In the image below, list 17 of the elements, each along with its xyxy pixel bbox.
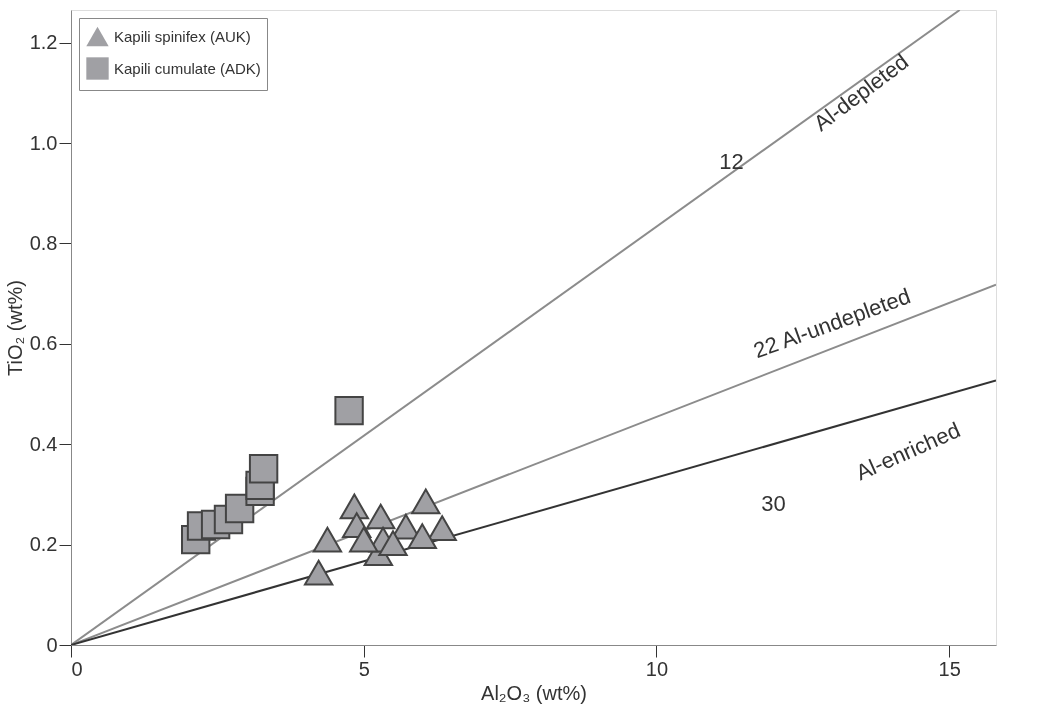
- y-tick-label: 0.2: [29, 533, 58, 556]
- y-axis-title: TiO₂ (wt%): [3, 280, 26, 376]
- y-tick-label: 1.2: [29, 31, 58, 54]
- x-tick-label: 10: [645, 657, 669, 680]
- y-tick-label: 0.6: [29, 332, 58, 355]
- x-axis-title: Al₂O₃ (wt%): [481, 681, 587, 704]
- annotation: 12: [719, 148, 744, 174]
- annotation: 30: [761, 491, 786, 517]
- x-tick-label: 0: [71, 657, 83, 680]
- legend-label: Kapili cumulate (ADK): [114, 59, 261, 77]
- x-tick-label: 5: [358, 657, 370, 680]
- y-tick-label: 0.4: [29, 432, 58, 455]
- x-tick-label: 15: [938, 657, 961, 680]
- y-tick-label: 0.8: [29, 231, 58, 254]
- y-tick-label: 1.0: [29, 131, 58, 154]
- y-tick-label: 0: [46, 633, 58, 656]
- legend-label: Kapili spinifex (AUK): [114, 27, 251, 45]
